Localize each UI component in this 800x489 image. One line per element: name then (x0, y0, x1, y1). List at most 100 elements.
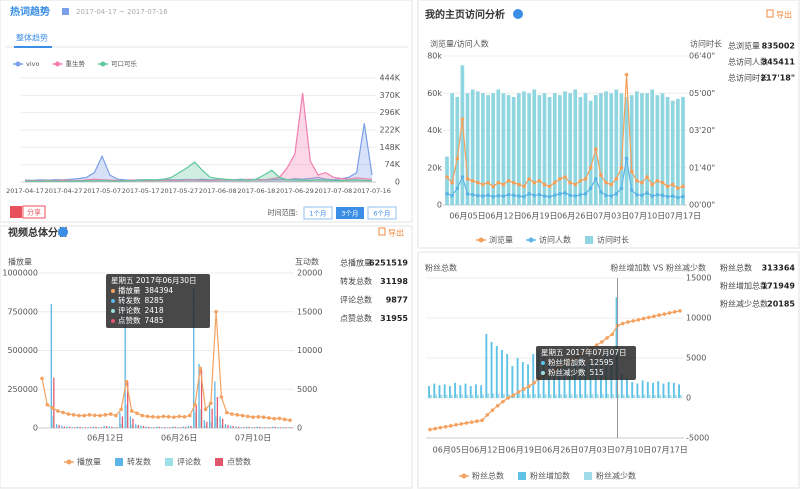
bar (584, 366, 587, 398)
bar (253, 427, 255, 428)
x-tick-label: 2017-05-17 (122, 187, 160, 195)
point (646, 315, 651, 320)
help-icon[interactable] (513, 9, 523, 19)
point (600, 340, 604, 344)
bar (156, 426, 158, 428)
point (40, 376, 44, 381)
stat-value: 217'18" (761, 74, 795, 83)
point (161, 414, 166, 419)
bar (69, 426, 71, 428)
point (475, 419, 479, 424)
bar (104, 427, 106, 428)
share-label[interactable]: 分享 (27, 208, 41, 217)
range-button-label[interactable]: 1个月 (309, 210, 326, 218)
range-label: 时间范围: (268, 208, 298, 217)
range-button-label[interactable]: 6个月 (373, 210, 390, 218)
point (464, 421, 469, 425)
tooltip (536, 346, 636, 380)
x-tick-label: 2017-05-07 (83, 187, 121, 195)
bar (570, 394, 573, 398)
point (288, 418, 292, 423)
bar (588, 100, 593, 205)
y2-tick-label: 74K (385, 160, 401, 169)
y2-tick-label: 10000 (297, 346, 322, 355)
bar (485, 334, 488, 398)
bar (614, 89, 619, 205)
bar (560, 394, 563, 398)
x-tick-label: 07月10日 (615, 446, 651, 455)
point (681, 184, 685, 189)
export-button[interactable]: 导出 (776, 10, 792, 20)
bar (142, 426, 145, 428)
bar (617, 393, 620, 398)
tooltip-bullet (111, 299, 115, 303)
bar (596, 394, 599, 398)
tooltip-title: 星期五 2017年06月30日 (111, 275, 197, 285)
point (261, 415, 266, 419)
y2-tick-label: 148K (379, 143, 400, 152)
point (624, 72, 629, 77)
bar (237, 426, 240, 428)
point (56, 409, 60, 413)
point (660, 180, 665, 185)
bar (71, 427, 74, 428)
y2-tick-label: 15000 (686, 274, 711, 283)
bar (210, 421, 212, 428)
legend-label: 转发数 (127, 457, 151, 467)
point (522, 184, 526, 189)
y-axis-label: 浏览量/访问人数 (430, 39, 489, 49)
legend-label: 可口可乐 (111, 59, 138, 68)
x-tick-label: 06月26日 (542, 446, 578, 455)
point (568, 193, 572, 198)
point (124, 379, 129, 384)
point (667, 311, 672, 315)
range-button[interactable] (367, 206, 397, 220)
help-icon[interactable] (58, 227, 68, 237)
tooltip-bullet (111, 289, 115, 293)
bar (215, 416, 217, 428)
video-title: 视频总体分析 (8, 226, 68, 239)
point (438, 425, 443, 430)
y-tick-label: 250000 (7, 385, 38, 394)
tooltip-value: 8285 (145, 296, 164, 305)
bar (261, 427, 263, 428)
point (676, 195, 680, 200)
export-icon[interactable] (378, 227, 386, 236)
video-card (0, 225, 413, 489)
bar (79, 426, 81, 428)
eye-icon[interactable] (10, 206, 22, 218)
range-button[interactable] (336, 207, 364, 219)
bar (578, 96, 583, 205)
bar (127, 381, 129, 428)
point (619, 165, 624, 170)
trend-title: 热词趋势 (10, 5, 50, 18)
point (470, 178, 475, 183)
bar (528, 394, 531, 398)
export-icon[interactable] (766, 9, 774, 18)
bar (476, 394, 479, 398)
bar (631, 382, 634, 398)
bar (214, 381, 216, 428)
point (449, 424, 453, 428)
share-button[interactable] (22, 205, 46, 219)
export-button[interactable]: 导出 (388, 228, 404, 238)
tab[interactable]: 整体趋势 (16, 33, 48, 43)
range-button-label[interactable]: 3个月 (341, 210, 358, 218)
point (77, 413, 81, 418)
bar (77, 426, 79, 428)
legend-label: vivo (26, 60, 39, 68)
bar (676, 98, 680, 205)
bar (438, 385, 441, 398)
x-tick-label: 06月05日 (449, 212, 485, 221)
point (135, 411, 139, 416)
bar (103, 425, 105, 428)
bar (460, 65, 465, 205)
point (635, 178, 639, 183)
bar (203, 420, 205, 428)
range-button[interactable] (303, 206, 333, 220)
bar (655, 95, 660, 205)
point (481, 182, 485, 187)
bar (163, 427, 166, 428)
bar (511, 366, 514, 398)
point (506, 192, 511, 197)
